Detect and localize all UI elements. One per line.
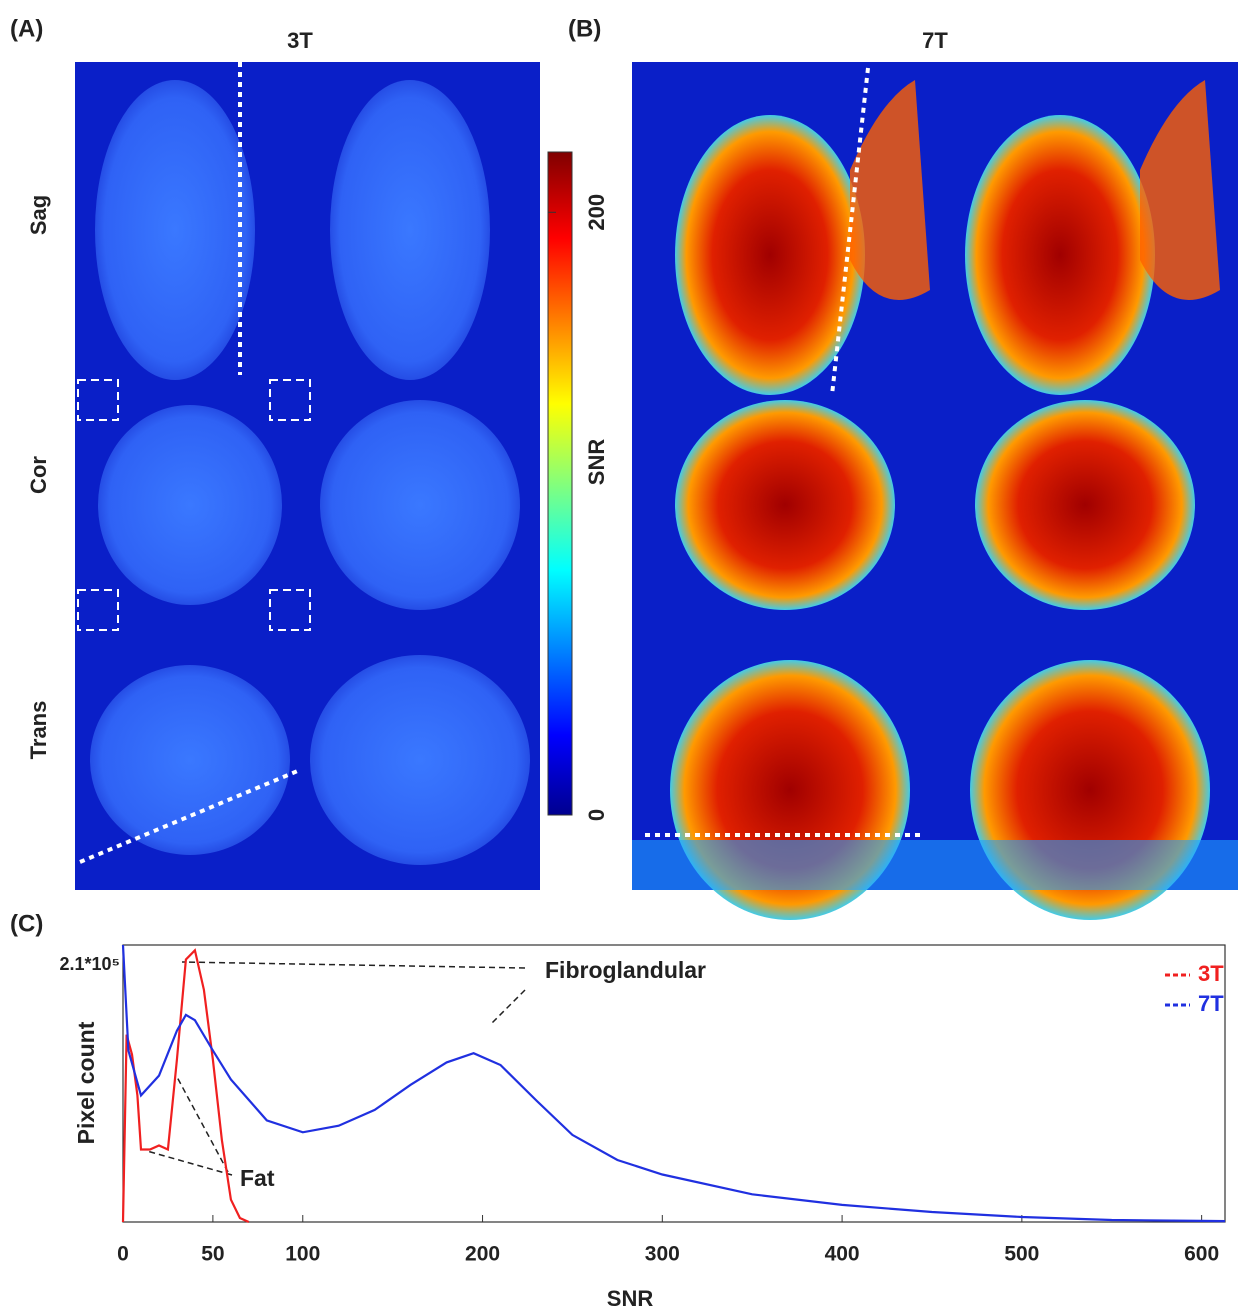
legend-label: 3T — [1198, 961, 1224, 986]
annotation: Fibroglandular — [545, 957, 706, 983]
panel-b-images — [632, 62, 1238, 920]
x-tick-label: 100 — [285, 1243, 320, 1266]
x-tick-label: 300 — [645, 1243, 680, 1266]
panel-title: 7T — [922, 28, 948, 53]
panel-a-images — [75, 62, 540, 890]
panel-title: 3T — [287, 28, 313, 53]
panel-label: (A) — [10, 15, 43, 42]
plot-frame — [122, 944, 1226, 1223]
colorbar — [547, 151, 573, 816]
x-tick-label: 0 — [117, 1243, 129, 1266]
y-tick-label: 2.1*10⁵ — [59, 954, 120, 974]
x-tick-label: 200 — [465, 1243, 500, 1266]
chart-annotation-arrows — [146, 961, 526, 1176]
row-label: Sag — [26, 195, 51, 235]
legend-label: 7T — [1198, 991, 1224, 1016]
row-label: Cor — [26, 456, 51, 494]
x-axis-label: SNR — [607, 1286, 654, 1311]
series-line — [121, 948, 250, 1224]
series-line — [121, 944, 1226, 1223]
panel-label: (B) — [568, 15, 601, 42]
colorbar-tick-label: 0 — [584, 809, 609, 821]
row-label: Trans — [26, 701, 51, 760]
colorbar-tick-label: 200 — [584, 194, 609, 231]
x-tick-label: 50 — [201, 1243, 224, 1266]
colorbar-label: SNR — [584, 439, 609, 486]
x-tick-label: 400 — [825, 1243, 860, 1266]
x-tick-label: 600 — [1184, 1243, 1219, 1266]
y-axis-label: Pixel count — [73, 1021, 99, 1144]
x-tick-label: 500 — [1004, 1243, 1039, 1266]
annotation: Fat — [240, 1165, 275, 1191]
panel-label: (C) — [10, 910, 43, 937]
